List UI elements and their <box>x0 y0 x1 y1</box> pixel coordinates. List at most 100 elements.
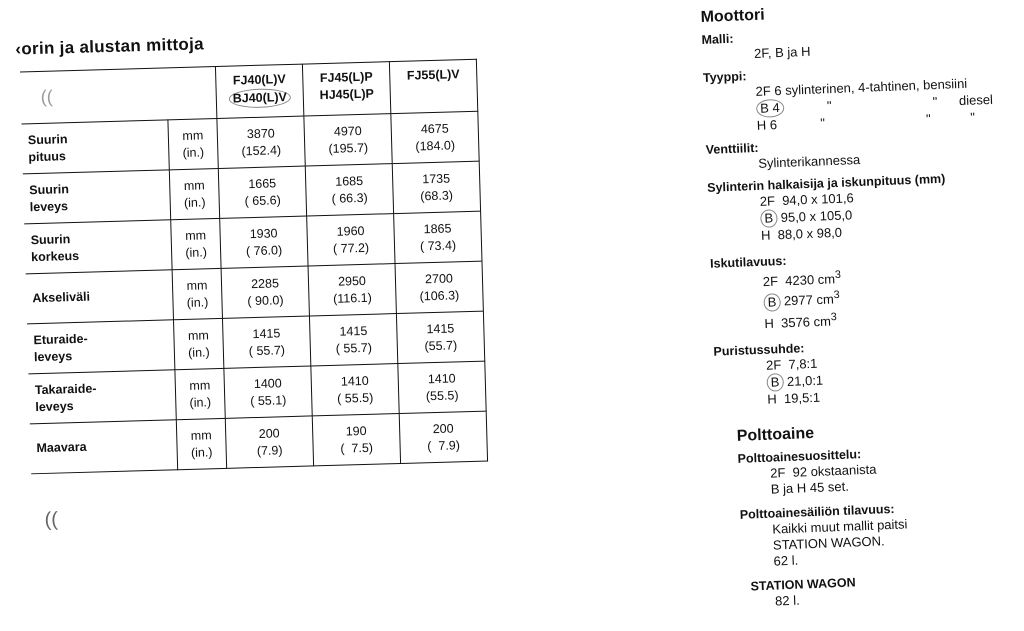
value-cell: 1410( 55.5) <box>310 363 400 416</box>
superscript: 3 <box>833 289 840 302</box>
label-text: Takaraide- <box>34 380 97 397</box>
inch-value: ( 76.0) <box>245 242 283 258</box>
header-fj40: FJ40(L)V BJ40(L)V <box>215 64 304 119</box>
inch-value: (116.1) <box>332 290 372 306</box>
mm-value: 4970 <box>333 123 362 139</box>
header-text: FJ55(L)V <box>406 67 460 83</box>
row-label: Suurin leveys <box>22 169 171 224</box>
disp-text: 2F 4230 cm <box>762 271 836 290</box>
unit-text: mm <box>187 327 210 343</box>
inch-value: ( 66.3) <box>331 190 368 206</box>
header-text: FJ45(L)P <box>319 69 373 86</box>
label-text: Suurin <box>27 131 68 147</box>
inch-value: (152.4) <box>241 142 282 158</box>
bore-text: 95,0 x 105,0 <box>776 207 853 226</box>
label-text: Maavara <box>36 439 87 456</box>
circled-text: B <box>763 292 781 312</box>
inch-value: ( 90.0) <box>247 292 284 308</box>
circled-text: B 4 <box>755 98 785 118</box>
disp-text: 2977 cm <box>780 291 835 309</box>
type-text: H 6 <box>756 117 778 133</box>
inch-value: (7.9) <box>256 442 283 458</box>
disp-text: H 3576 cm <box>764 313 832 331</box>
mm-value: 1410 <box>340 373 369 389</box>
value-cell: 1415( 55.7) <box>222 315 311 369</box>
inch-value: (184.0) <box>415 137 456 153</box>
mm-value: 1410 <box>427 370 456 386</box>
value-cell: 1960( 77.2) <box>306 213 396 267</box>
label-text: Suurin <box>29 181 70 197</box>
value-cell: 1930( 76.0) <box>219 216 309 269</box>
unit-cell: mm (in.) <box>169 168 220 220</box>
label-text: leveys <box>29 198 69 214</box>
inch-value: (106.3) <box>419 287 460 303</box>
mm-value: 1865 <box>423 220 452 236</box>
mm-value: 200 <box>432 421 454 436</box>
value-cell: 2285( 90.0) <box>221 266 310 319</box>
circled-text: B <box>766 373 784 392</box>
row-label: Takaraide-leveys <box>28 369 177 424</box>
unit-cell: mm (in.) <box>167 118 219 170</box>
mm-value: 1735 <box>422 171 451 186</box>
mm-value: 1415 <box>339 323 368 339</box>
mm-value: 2285 <box>250 275 280 291</box>
mm-value: 1665 <box>248 175 277 191</box>
section-title: ‹orin ja alustan mittoja <box>15 34 205 59</box>
inch-value: ( 7.9) <box>427 437 461 453</box>
mm-value: 2700 <box>424 270 454 286</box>
value-cell: 1415 (55.7) <box>396 311 485 364</box>
unit-text: (in.) <box>189 394 212 410</box>
inch-value: ( 7.5) <box>340 440 374 456</box>
inch-value: (68.3) <box>420 187 454 203</box>
mm-value: 2950 <box>337 273 367 289</box>
header-blank-cell: (( <box>20 66 217 124</box>
mm-value: 1400 <box>253 375 282 391</box>
unit-text: (in.) <box>183 194 206 210</box>
value-cell: 4970 (195.7) <box>303 113 393 167</box>
value-cell: 1415( 55.7) <box>309 313 398 366</box>
unit-text: mm <box>185 227 207 243</box>
label-text: pituus <box>28 148 67 164</box>
compression-text: 21,0:1 <box>783 372 824 390</box>
inch-value: ( 55.7) <box>335 340 373 356</box>
row-label: Akseliväli <box>25 269 174 324</box>
scan-mark: (( <box>44 508 59 531</box>
value-cell: 1865( 73.4) <box>393 211 482 264</box>
inch-value: (55.5) <box>425 387 459 403</box>
label-text: leveys <box>33 348 73 364</box>
mm-value: 1415 <box>426 320 455 336</box>
value-cell: 1685( 66.3) <box>305 163 394 217</box>
inch-value: ( 77.2) <box>332 240 370 256</box>
mm-value: 3870 <box>246 125 275 141</box>
value-cell: 1665( 65.6) <box>218 166 307 219</box>
mm-value: 1960 <box>336 223 365 239</box>
label-text: leveys <box>35 398 74 414</box>
value-cell: 2950 (116.1) <box>308 263 397 316</box>
superscript: 3 <box>830 310 838 323</box>
inch-value: ( 65.6) <box>244 192 281 208</box>
label-text: korkeus <box>30 248 80 264</box>
superscript: 3 <box>834 268 842 282</box>
row-label: Suurin pituus <box>21 119 170 174</box>
unit-cell: mm (in.) <box>170 218 222 270</box>
label-text: Akseliväli <box>32 289 91 306</box>
inch-value: ( 55.5) <box>336 390 374 406</box>
header-text-circled: BJ40(L)V <box>228 87 292 109</box>
value-cell: 1400( 55.1) <box>223 365 313 419</box>
unit-text: (in.) <box>186 294 209 310</box>
unit-cell: mm (in.) <box>176 418 227 470</box>
inch-value: (195.7) <box>328 140 369 156</box>
inch-value: (55.7) <box>424 337 458 353</box>
unit-text: (in.) <box>185 244 208 260</box>
header-text: FJ40(L)V <box>232 72 286 88</box>
unit-text: mm <box>182 127 204 143</box>
unit-text: (in.) <box>190 444 213 460</box>
label-text: Suurin <box>30 231 71 247</box>
row-label: Suurin korkeus <box>24 219 173 274</box>
unit-text: (in.) <box>187 344 210 360</box>
header-fj45: FJ45(L)P HJ45(L)P <box>302 61 391 117</box>
mm-value: 1685 <box>335 173 364 189</box>
unit-cell: mm (in.) <box>174 368 226 420</box>
unit-text: mm <box>189 377 211 393</box>
unit-cell: mm (in.) <box>173 318 224 370</box>
